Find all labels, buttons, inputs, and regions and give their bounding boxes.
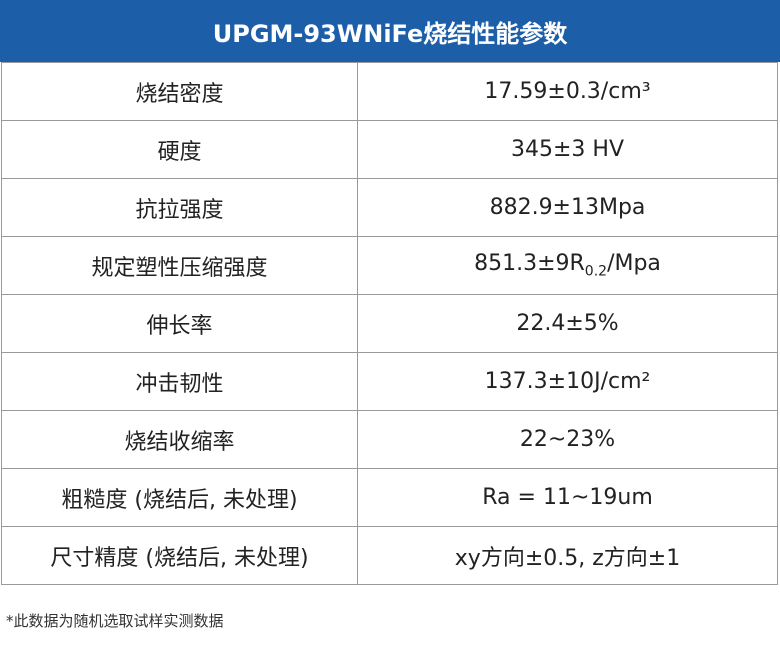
value-cell: 345±3 HV (357, 120, 778, 179)
property-cell: 尺寸精度 (烧结后, 未处理) (1, 526, 358, 585)
value-cell: 137.3±10J/cm² (357, 352, 778, 411)
value-cell: 22.4±5% (357, 294, 778, 353)
property-cell: 冲击韧性 (1, 352, 358, 411)
value-cell: 851.3±9R0.2/Mpa (357, 236, 778, 295)
value-text: 22.4±5% (516, 311, 619, 336)
value-text: 17.59±0.3/cm³ (484, 79, 651, 104)
table-row: 烧结收缩率 22~23% (1, 410, 778, 469)
table-row: 抗拉强度 882.9±13Mpa (1, 178, 778, 237)
table-title: UPGM-93WNiFe烧结性能参数 (0, 0, 780, 62)
value-text: xy方向±0.5, z方向±1 (454, 545, 681, 571)
value-text: 22~23% (519, 427, 616, 452)
property-cell: 硬度 (1, 120, 358, 179)
value-text: 137.3±10J/cm² (484, 369, 651, 394)
value-text: Ra = 11~19um (482, 485, 653, 510)
table-row: 伸长率 22.4±5% (1, 294, 778, 353)
table-row: 尺寸精度 (烧结后, 未处理) xy方向±0.5, z方向±1 (1, 526, 778, 585)
property-cell: 粗糙度 (烧结后, 未处理) (1, 468, 358, 527)
table-row: 硬度 345±3 HV (1, 120, 778, 179)
value-text: 345±3 HV (510, 137, 624, 162)
table-row: 粗糙度 (烧结后, 未处理) Ra = 11~19um (1, 468, 778, 527)
footnote: *此数据为随机选取试样实测数据 (6, 612, 224, 630)
property-cell: 规定塑性压缩强度 (1, 236, 358, 295)
property-cell: 烧结密度 (1, 62, 358, 121)
value-text: 882.9±13Mpa (489, 195, 646, 220)
table-row: 规定塑性压缩强度 851.3±9R0.2/Mpa (1, 236, 778, 295)
spec-table: 烧结密度 17.59±0.3/cm³ 硬度 345±3 HV 抗拉强度 882.9±13M… (1, 62, 778, 585)
value-cell: 22~23% (357, 410, 778, 469)
property-cell: 抗拉强度 (1, 178, 358, 237)
table-row: 冲击韧性 137.3±10J/cm² (1, 352, 778, 411)
value-cell: Ra = 11~19um (357, 468, 778, 527)
value-text: 851.3±9R (474, 251, 585, 277)
property-cell: 伸长率 (1, 294, 358, 353)
value-cell: 882.9±13Mpa (357, 178, 778, 237)
value-subscript: 0.2 (584, 263, 608, 280)
property-cell: 烧结收缩率 (1, 410, 358, 469)
table-body: 烧结密度 17.59±0.3/cm³ 硬度 345±3 HV 抗拉强度 882.9±13M… (1, 62, 778, 585)
table-row: 烧结密度 17.59±0.3/cm³ (1, 62, 778, 121)
value-cell: 17.59±0.3/cm³ (357, 62, 778, 121)
value-cell: xy方向±0.5, z方向±1 (357, 526, 778, 585)
value-text: /Mpa (607, 251, 661, 277)
